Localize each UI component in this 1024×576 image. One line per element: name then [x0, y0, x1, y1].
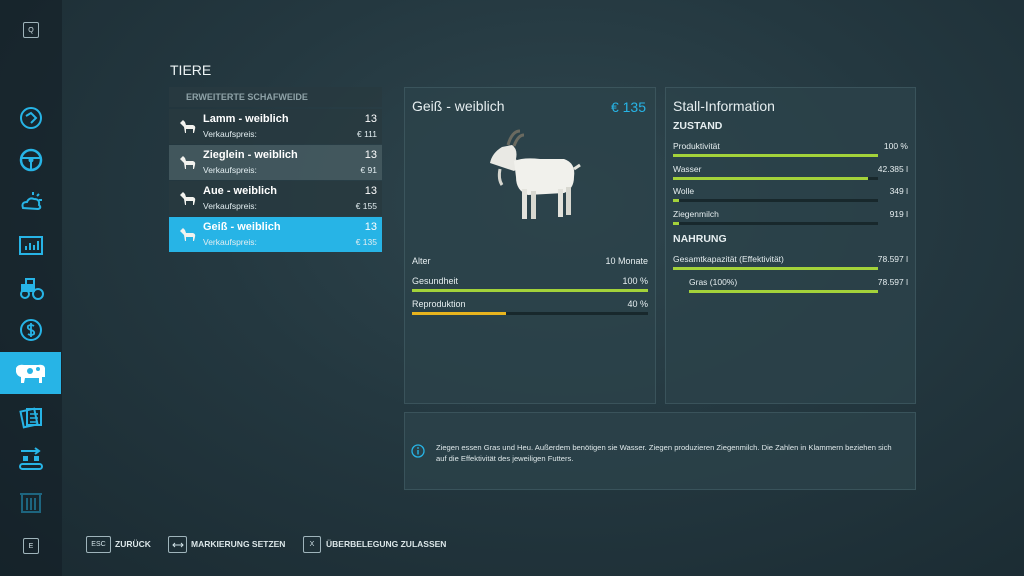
bar-track	[673, 176, 878, 180]
nav-icon[interactable]	[17, 446, 45, 474]
stall-value: 100 %	[883, 141, 908, 151]
detail-panel	[404, 87, 656, 404]
stall-panel	[665, 87, 916, 404]
nav-icon[interactable]	[17, 488, 45, 516]
animal-price: € 135	[355, 237, 377, 247]
animal-icon	[178, 153, 198, 171]
stall-value: 42.385 l	[877, 163, 908, 174]
footer-action[interactable]: MARKIERUNG SETZEN	[191, 539, 286, 549]
bar-fill	[673, 267, 878, 270]
bar-fill	[689, 289, 878, 293]
info-text: Ziegen essen Gras und Heu. Außerdem benö…	[436, 443, 892, 463]
animal-name: Zieglein - weiblich	[203, 149, 298, 161]
animal-name: Geiß - weiblich	[203, 221, 281, 233]
price-label: Verkaufspreis:	[203, 201, 257, 211]
animal-icon	[178, 225, 198, 243]
nav-icon[interactable]	[17, 146, 45, 174]
bar-track	[673, 154, 878, 157]
detail-price: € 135	[610, 99, 646, 115]
animal-row[interactable]	[169, 109, 382, 144]
stall-value: 349 l	[889, 186, 908, 196]
stat-label: Gesundheit	[412, 276, 459, 286]
nav-icon[interactable]	[17, 403, 45, 431]
animal-name: Aue - weiblich	[203, 185, 277, 197]
animal-count: 13	[364, 185, 377, 197]
stall-label: Produktivität	[673, 141, 720, 151]
stat-label: Reproduktion	[412, 299, 466, 309]
stall-label: Wasser	[673, 163, 702, 174]
nav-icon[interactable]	[17, 188, 45, 216]
bar-fill	[673, 199, 680, 202]
stall-title: Stall-Information	[673, 98, 775, 114]
animal-price: € 111	[356, 129, 377, 139]
animal-icon	[178, 189, 198, 207]
nav-icon[interactable]	[17, 232, 45, 260]
animal-row[interactable]	[169, 217, 382, 252]
bar-fill	[412, 289, 648, 292]
stall-label: Wolle	[673, 186, 695, 196]
bar-track	[689, 289, 878, 293]
price-label: Verkaufspreis:	[203, 237, 257, 247]
info-icon	[411, 444, 425, 458]
stat-value: 100 %	[622, 276, 648, 286]
list-header	[169, 87, 382, 107]
goat-image	[490, 129, 581, 219]
animal-row[interactable]	[169, 181, 382, 216]
info-panel	[404, 412, 916, 490]
nav-active[interactable]	[0, 352, 61, 394]
footer-action[interactable]: ZURÜCK	[115, 539, 151, 549]
price-label: Verkaufspreis:	[203, 129, 257, 139]
animal-count: 13	[364, 149, 377, 161]
stall-value: 78.597 l	[877, 254, 908, 264]
stat-value: 10 Monate	[605, 256, 648, 266]
bar-track	[673, 267, 878, 270]
nav-icon[interactable]	[17, 104, 45, 132]
nav-icon[interactable]	[17, 274, 45, 302]
animal-row[interactable]	[169, 145, 382, 180]
bar-fill	[673, 176, 868, 180]
stall-label: Gesamtkapazität (Effektivität)	[673, 254, 784, 264]
bar-track	[412, 289, 648, 292]
animal-name: Lamm - weiblich	[203, 113, 289, 125]
bar-track	[673, 221, 878, 225]
stat-label: Alter	[412, 256, 431, 266]
key-hint[interactable]: Q	[23, 22, 39, 38]
stat-value: 40 %	[627, 299, 648, 309]
animal-count: 13	[364, 113, 377, 125]
price-label: Verkaufspreis:	[203, 165, 257, 175]
page-title: TIERE	[170, 62, 212, 78]
animal-icon	[178, 117, 198, 135]
animal-count: 13	[364, 221, 377, 233]
animal-price: € 91	[360, 165, 377, 175]
key-hint[interactable]: X	[303, 536, 321, 553]
key-hint[interactable]: ESC	[86, 536, 111, 553]
nav-icon[interactable]	[17, 316, 45, 344]
bar-fill	[673, 221, 680, 225]
section-heading: ZUSTAND	[673, 120, 723, 132]
animal-price: € 155	[355, 201, 377, 211]
section-heading: NAHRUNG	[673, 233, 727, 245]
bar-track	[412, 312, 648, 315]
key-hint[interactable]	[168, 536, 187, 553]
stall-label: Gras (100%)	[689, 276, 738, 287]
stall-value: 78.597 l	[877, 276, 908, 287]
bar-fill	[673, 154, 878, 157]
stall-label: Ziegenmilch	[673, 208, 719, 219]
bar-track	[673, 199, 878, 202]
list-header-text: ERWEITERTE SCHAFWEIDE	[186, 92, 308, 102]
detail-name: Geiß - weiblich	[412, 98, 505, 114]
bar-fill	[412, 312, 507, 315]
key-hint[interactable]: E	[23, 538, 39, 554]
footer-action[interactable]: ÜBERBELEGUNG ZULASSEN	[326, 539, 447, 549]
stall-value: 919 l	[889, 208, 908, 219]
